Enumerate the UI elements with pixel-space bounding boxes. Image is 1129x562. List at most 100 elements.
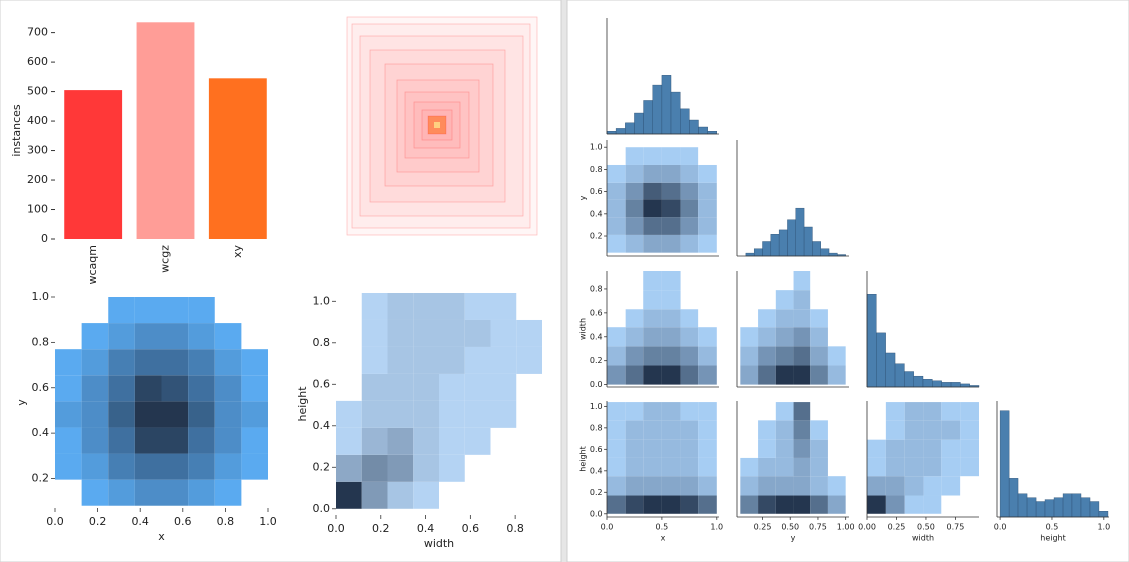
heat-cell <box>698 164 717 183</box>
heat-cell <box>885 402 905 421</box>
hist-bar <box>707 131 718 135</box>
heat-cell <box>625 234 644 253</box>
hist-bar <box>1044 499 1055 518</box>
heat-cell <box>740 457 759 477</box>
heat-cell <box>607 495 626 514</box>
box-overlay <box>346 16 538 236</box>
heat-cell <box>625 402 644 421</box>
heat-cell <box>607 164 626 183</box>
heat-cell <box>188 479 215 506</box>
heat-cell <box>941 420 961 440</box>
y-tick-label: 0.6 <box>590 308 603 317</box>
y-tick-label: 0 <box>41 232 48 245</box>
heat-cell <box>241 349 268 376</box>
heat-cell <box>885 420 905 440</box>
hist-bar <box>1008 478 1019 518</box>
box <box>384 63 494 187</box>
heat-cell <box>607 327 626 347</box>
hist-bar <box>1035 501 1046 518</box>
heat-cell <box>740 476 759 496</box>
heat-cell <box>827 476 846 496</box>
heat-cell <box>775 457 794 477</box>
heat-cell <box>698 199 717 218</box>
heat-cell <box>643 346 662 366</box>
heat-cell <box>758 365 776 385</box>
heat-cell <box>361 427 388 455</box>
x-tick-label: 0.0 <box>327 522 345 535</box>
heat-cell <box>643 309 662 328</box>
heat-cell <box>607 182 626 200</box>
heat-cell <box>793 495 811 514</box>
heat-cell <box>885 439 905 458</box>
hist-bar <box>770 234 780 257</box>
y-tick-label: 500 <box>27 85 48 98</box>
hist-bar <box>778 229 788 257</box>
heat-cell <box>108 349 135 376</box>
heat-cell <box>643 457 662 477</box>
hist-bar <box>1071 493 1082 518</box>
heat-cell <box>810 439 828 458</box>
x-tick-label: 0.6 <box>462 522 480 535</box>
hist-bar <box>1017 493 1028 518</box>
heat-cell <box>214 349 242 376</box>
heat-cell <box>625 164 644 183</box>
bar <box>208 78 267 239</box>
heat-cell <box>134 349 162 376</box>
heat-cell <box>661 346 681 366</box>
hist-bar <box>922 379 933 388</box>
heat-cell <box>680 365 699 385</box>
heat-cell <box>361 400 388 428</box>
heat-cell <box>758 439 776 458</box>
heat-cell <box>758 457 776 477</box>
heat-cell <box>625 182 644 200</box>
y-tick-label: 1.0 <box>32 290 50 303</box>
heat-cell <box>775 420 794 440</box>
heat-cell <box>904 495 924 514</box>
heat-cell <box>108 401 135 428</box>
hist-bar <box>643 100 653 135</box>
heat-cell <box>81 427 109 454</box>
heat-cell <box>516 319 542 347</box>
heat-cell <box>643 420 662 440</box>
heat-cell <box>827 346 846 366</box>
heat-cell <box>661 365 681 385</box>
heat-cell <box>413 400 439 428</box>
hist-bar <box>762 241 772 257</box>
heat-cell <box>625 147 644 165</box>
heat-cell <box>810 457 828 477</box>
heat-cell <box>625 217 644 235</box>
heat-cell <box>161 323 189 350</box>
heat-cell <box>758 420 776 440</box>
heat-cell <box>775 365 794 385</box>
hist-bar <box>625 122 635 135</box>
box <box>346 16 538 236</box>
heat-cell <box>161 401 189 428</box>
heat-cell <box>516 346 542 374</box>
x-axis-label: x <box>661 534 666 543</box>
heat-cell <box>81 323 109 350</box>
heat-cell <box>680 164 699 183</box>
heat-cell <box>625 309 644 328</box>
y-tick-label: 1.0 <box>590 143 603 152</box>
heat-cell <box>680 182 699 200</box>
heat-cell <box>661 327 681 347</box>
bar <box>64 90 123 240</box>
heat-cell <box>108 375 135 402</box>
heat-cell <box>361 481 388 509</box>
heat-cell <box>643 199 662 218</box>
heat-cell <box>960 457 979 477</box>
y-axis-label: instances <box>10 104 23 157</box>
heat-cell <box>661 402 681 421</box>
heat-cell <box>680 402 699 421</box>
hist-bar <box>652 84 663 135</box>
x-tick-label: 0.6 <box>174 515 192 528</box>
heat-cell <box>413 454 439 482</box>
heat-cell <box>661 476 681 496</box>
y-tick-label: 0.4 <box>590 332 603 341</box>
heat-cell <box>698 402 717 421</box>
heat-cell <box>134 427 162 454</box>
heat-cell <box>241 453 268 480</box>
heat-cell <box>55 453 82 480</box>
heat-cell <box>793 402 811 421</box>
heat-cell <box>758 346 776 366</box>
